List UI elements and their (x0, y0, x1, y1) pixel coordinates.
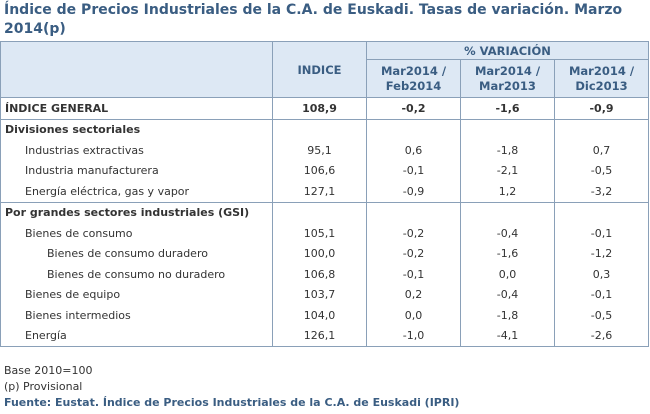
row-indice: 104,0 (272, 305, 367, 326)
header-col-mar: Mar2014 / Mar2013 (460, 59, 555, 98)
row-label: Industria manufacturera (0, 160, 273, 181)
row-var-dic: -0,9 (554, 97, 649, 119)
table-row: ÍNDICE GENERAL 108,9 -0,2 -1,6 -0,9 (0, 97, 649, 119)
row-indice: 100,0 (272, 243, 367, 264)
row-var-feb: -0,2 (366, 243, 461, 264)
row-label: Energía eléctrica, gas y vapor (0, 181, 273, 202)
row-var-mar: -1,6 (460, 243, 555, 264)
row-indice: 106,8 (272, 264, 367, 285)
page-title: Índice de Precios Industriales de la C.A… (4, 2, 623, 37)
table-row: Industria manufacturera 106,6 -0,1 -2,1 … (0, 160, 649, 181)
row-indice: 106,6 (272, 160, 367, 181)
price-index-table: INDICE % VARIACIÓN Mar2014 / Feb2014 Mar… (0, 41, 649, 347)
header-col-dic: Mar2014 / Dic2013 (554, 59, 649, 98)
header-col-feb: Mar2014 / Feb2014 (366, 59, 461, 98)
header-variacion: % VARIACIÓN (366, 41, 649, 60)
row-var-feb: -0,2 (366, 97, 461, 119)
row-var-mar: 1,2 (460, 181, 555, 202)
row-var-dic: 0,7 (554, 140, 649, 161)
row-var-feb: 0,6 (366, 140, 461, 161)
row-indice: 105,1 (272, 223, 367, 244)
table-row: Energía eléctrica, gas y vapor 127,1 -0,… (0, 181, 649, 202)
row-var-dic: 0,3 (554, 264, 649, 285)
row-var-dic: -0,1 (554, 284, 649, 305)
section-row: Divisiones sectoriales (0, 119, 649, 140)
row-label: Bienes de consumo duradero (0, 243, 273, 264)
row-var-dic: -3,2 (554, 181, 649, 202)
row-label: ÍNDICE GENERAL (0, 97, 273, 119)
row-var-dic: -2,6 (554, 325, 649, 347)
row-var-feb: 0,0 (366, 305, 461, 326)
row-label: Bienes de equipo (0, 284, 273, 305)
header-label-cell (0, 41, 273, 98)
row-indice: 95,1 (272, 140, 367, 161)
row-var-mar: -0,4 (460, 223, 555, 244)
section-label: Divisiones sectoriales (0, 119, 273, 140)
footnote-base: Base 2010=100 (4, 364, 93, 377)
row-var-feb: -1,0 (366, 325, 461, 347)
table-row: Bienes de consumo no duradero 106,8 -0,1… (0, 264, 649, 285)
row-var-feb: -0,1 (366, 160, 461, 181)
table-row: Bienes intermedios 104,0 0,0 -1,8 -0,5 (0, 305, 649, 326)
row-label: Bienes intermedios (0, 305, 273, 326)
row-var-dic: -1,2 (554, 243, 649, 264)
section-label: Por grandes sectores industriales (GSI) (0, 201, 273, 223)
footnote-provisional: (p) Provisional (4, 380, 83, 393)
table-row: Bienes de equipo 103,7 0,2 -0,4 -0,1 (0, 284, 649, 305)
row-label: Industrias extractivas (0, 140, 273, 161)
table-row: Bienes de consumo 105,1 -0,2 -0,4 -0,1 (0, 223, 649, 244)
row-label: Energía (0, 325, 273, 347)
row-var-feb: -0,9 (366, 181, 461, 202)
section-row: Por grandes sectores industriales (GSI) (0, 201, 649, 223)
row-label: Bienes de consumo (0, 223, 273, 244)
row-indice: 103,7 (272, 284, 367, 305)
row-var-mar: -2,1 (460, 160, 555, 181)
row-var-mar: 0,0 (460, 264, 555, 285)
table-row: Energía 126,1 -1,0 -4,1 -2,6 (0, 325, 649, 347)
row-indice: 126,1 (272, 325, 367, 347)
row-indice: 127,1 (272, 181, 367, 202)
row-var-mar: -1,6 (460, 97, 555, 119)
row-indice: 108,9 (272, 97, 367, 119)
header-row-top: INDICE % VARIACIÓN (0, 41, 649, 98)
source-note: Fuente: Eustat. Índice de Precios Indust… (4, 396, 460, 409)
row-var-mar: -0,4 (460, 284, 555, 305)
row-var-mar: -1,8 (460, 305, 555, 326)
row-var-feb: -0,1 (366, 264, 461, 285)
row-var-dic: -0,5 (554, 305, 649, 326)
row-var-feb: -0,2 (366, 223, 461, 244)
header-row-bottom: Mar2014 / Feb2014 Mar2014 / Mar2013 Mar2… (1, 59, 649, 98)
row-var-mar: -1,8 (460, 140, 555, 161)
row-var-mar: -4,1 (460, 325, 555, 347)
table-row: Industrias extractivas 95,1 0,6 -1,8 0,7 (0, 140, 649, 161)
row-var-dic: -0,5 (554, 160, 649, 181)
row-var-dic: -0,1 (554, 223, 649, 244)
row-label: Bienes de consumo no duradero (0, 264, 273, 285)
table-row: Bienes de consumo duradero 100,0 -0,2 -1… (0, 243, 649, 264)
row-var-feb: 0,2 (366, 284, 461, 305)
header-indice: INDICE (272, 41, 367, 98)
